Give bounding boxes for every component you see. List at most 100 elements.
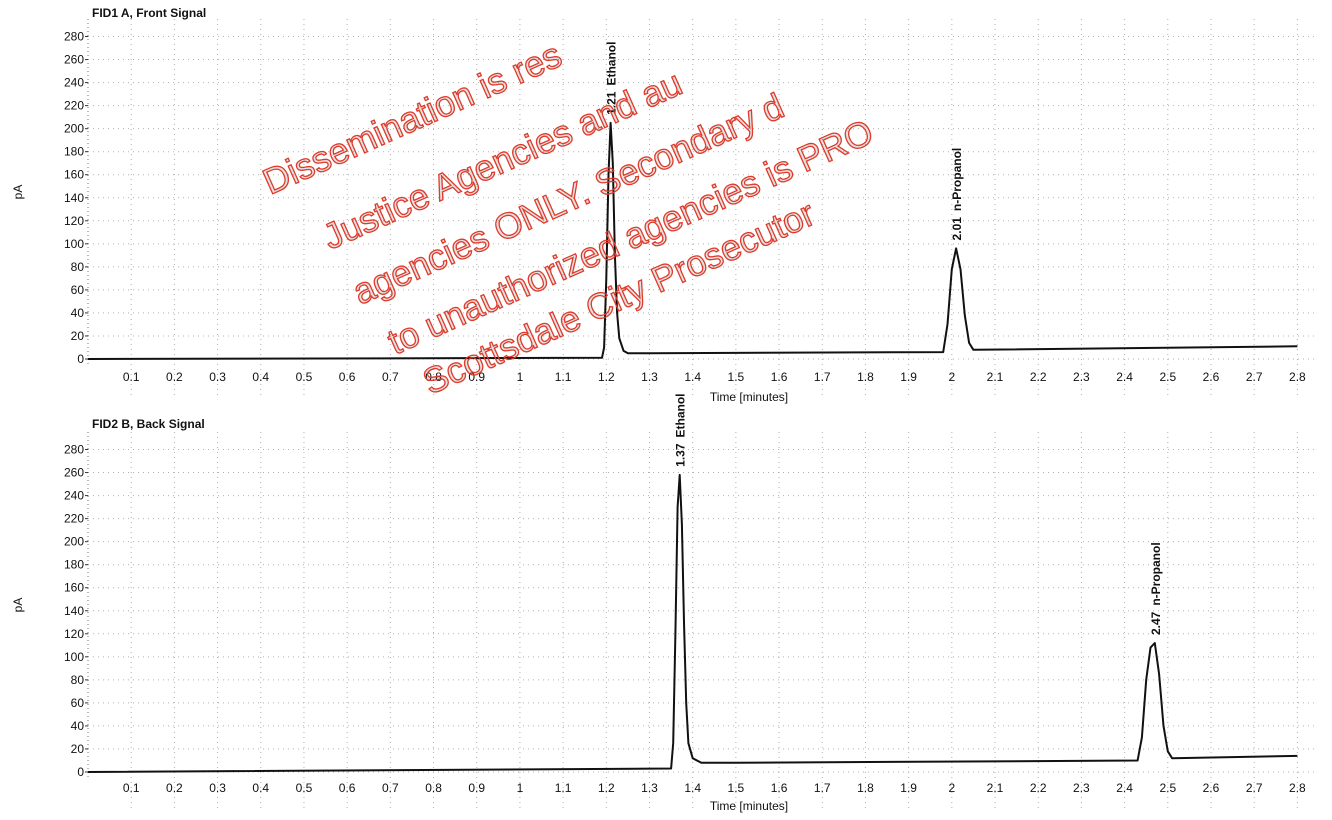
y-tick-label: 100	[64, 650, 84, 664]
x-tick-label: 0.2	[166, 781, 183, 795]
x-tick-label: 0.7	[382, 370, 399, 384]
x-tick-label: 1.6	[771, 781, 788, 795]
chart-title: FID2 B, Back Signal	[92, 417, 205, 431]
x-tick-label: 1	[517, 370, 524, 384]
y-tick-label: 0	[77, 765, 84, 779]
y-tick-label: 280	[64, 30, 84, 44]
y-tick-label: 60	[71, 283, 85, 297]
y-tick-label: 220	[64, 512, 84, 526]
peak-retention-time: 2.01	[950, 217, 964, 241]
y-tick-label: 200	[64, 122, 84, 136]
x-tick-label: 0.7	[382, 781, 399, 795]
x-tick-label: 0.3	[209, 781, 226, 795]
y-tick-label: 80	[71, 673, 85, 687]
signal-trace	[87, 121, 1298, 360]
y-tick-label: 80	[71, 260, 85, 274]
y-tick-label: 240	[64, 76, 84, 90]
x-tick-label: 2.8	[1289, 781, 1306, 795]
y-tick-label: 140	[64, 191, 84, 205]
x-tick-label: 0.3	[209, 370, 226, 384]
x-tick-label: 2.3	[1073, 370, 1090, 384]
x-tick-label: 2.4	[1116, 781, 1133, 795]
x-tick-label: 0.1	[123, 370, 140, 384]
x-tick-label: 2.5	[1159, 370, 1176, 384]
y-axis-title: pA	[11, 598, 25, 613]
x-tick-label: 2.6	[1203, 370, 1220, 384]
y-tick-label: 240	[64, 489, 84, 503]
x-axis-title: Time [minutes]	[710, 799, 788, 813]
x-tick-label: 0.2	[166, 370, 183, 384]
x-tick-label: 2.4	[1116, 370, 1133, 384]
y-axis-title: pA	[11, 185, 25, 200]
peak-label: 1.21 Ethanol	[605, 42, 619, 115]
chart-panel-2: FID2 B, Back Signal 0 20 40 60 80 100 120 140 160…	[11, 393, 1314, 813]
x-tick-label: 1.4	[684, 781, 701, 795]
y-tick-label: 40	[71, 719, 85, 733]
x-tick-label: 0.4	[252, 781, 269, 795]
x-tick-label: 1.2	[598, 370, 615, 384]
peak-retention-time: 2.47	[1149, 611, 1163, 635]
y-tick-label: 260	[64, 466, 84, 480]
x-tick-label: 0.1	[123, 781, 140, 795]
x-tick-label: 1.4	[684, 370, 701, 384]
x-tick-label: 2.3	[1073, 781, 1090, 795]
x-tick-label: 1.7	[814, 370, 831, 384]
peak-compound-name: n-Propanol	[950, 148, 964, 211]
x-tick-label: 0.9	[468, 781, 485, 795]
grid	[88, 432, 1314, 812]
x-axis-title: Time [minutes]	[710, 390, 788, 404]
x-tick-label: 1.3	[641, 781, 658, 795]
x-tick-label: 2.7	[1246, 781, 1263, 795]
x-tick-label: 0.5	[296, 781, 313, 795]
x-tick-label: 1.8	[857, 781, 874, 795]
peak-compound-name: Ethanol	[674, 393, 688, 437]
y-tick-label: 180	[64, 558, 84, 572]
x-tick-label: 1.5	[728, 370, 745, 384]
peak-label: 2.01 n-Propanol	[950, 148, 964, 241]
peak-label: 1.37 Ethanol	[674, 393, 688, 466]
x-tick-label: 1.7	[814, 781, 831, 795]
x-tick-label: 1.9	[900, 370, 917, 384]
y-tick-label: 60	[71, 696, 85, 710]
y-tick-label: 120	[64, 627, 84, 641]
y-tick-label: 160	[64, 581, 84, 595]
x-tick-label: 2.6	[1203, 781, 1220, 795]
x-tick-label: 2.2	[1030, 781, 1047, 795]
y-tick-label: 20	[71, 329, 85, 343]
x-tick-label: 1.2	[598, 781, 615, 795]
x-tick-label: 0.9	[468, 370, 485, 384]
y-tick-label: 280	[64, 443, 84, 457]
x-tick-label: 1.6	[771, 370, 788, 384]
x-tick-label: 0.6	[339, 781, 356, 795]
x-tick-label: 1.5	[728, 781, 745, 795]
peak-retention-time: 1.37	[674, 443, 688, 467]
x-tick-label: 0.8	[425, 781, 442, 795]
y-tick-label: 200	[64, 535, 84, 549]
y-tick-label: 20	[71, 742, 85, 756]
y-tick-label: 180	[64, 145, 84, 159]
y-tick-label: 220	[64, 99, 84, 113]
chart-title: FID1 A, Front Signal	[92, 6, 206, 20]
grid	[88, 19, 1314, 399]
x-tick-label: 2.5	[1159, 781, 1176, 795]
y-tick-label: 40	[71, 306, 85, 320]
y-tick-label: 120	[64, 214, 84, 228]
y-tick-label: 100	[64, 237, 84, 251]
chart-panel-1: FID1 A, Front Signal 0 20 40 60 80 100 120 140 16…	[11, 6, 1314, 404]
peak-label: 2.47 n-Propanol	[1149, 542, 1163, 635]
x-tick-label: 0.5	[296, 370, 313, 384]
peak-compound-name: Ethanol	[605, 42, 619, 86]
x-tick-label: 1.8	[857, 370, 874, 384]
x-tick-label: 2.1	[987, 370, 1004, 384]
x-tick-label: 2.2	[1030, 370, 1047, 384]
x-tick-label: 2.1	[987, 781, 1004, 795]
x-tick-label: 0.8	[425, 370, 442, 384]
x-tick-label: 1.1	[555, 781, 572, 795]
x-tick-label: 1	[517, 781, 524, 795]
x-tick-label: 2.7	[1246, 370, 1263, 384]
y-tick-label: 140	[64, 604, 84, 618]
y-tick-label: 260	[64, 53, 84, 67]
peak-compound-name: n-Propanol	[1149, 542, 1163, 605]
